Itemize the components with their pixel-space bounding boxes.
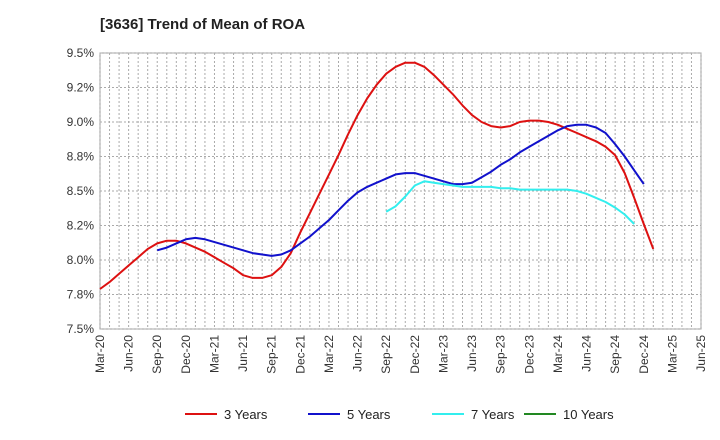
x-tick-label: Jun-25 (694, 335, 708, 372)
y-tick-label: 8.5% (67, 184, 95, 198)
x-tick-label: Dec-20 (179, 335, 193, 374)
legend-label: 5 Years (347, 407, 391, 422)
x-tick-label: Sep-24 (608, 335, 622, 374)
x-tick-label: Mar-25 (665, 335, 679, 373)
y-tick-label: 8.8% (67, 150, 95, 164)
y-tick-label: 7.8% (67, 288, 95, 302)
x-tick-label: Mar-24 (551, 335, 565, 373)
y-tick-label: 8.0% (67, 253, 95, 267)
x-tick-label: Dec-24 (637, 335, 651, 374)
x-tick-label: Dec-22 (408, 335, 422, 374)
x-tick-label: Dec-21 (293, 335, 307, 374)
legend-label: 7 Years (471, 407, 515, 422)
x-tick-label: Mar-21 (207, 335, 221, 373)
x-tick-label: Jun-24 (580, 335, 594, 372)
x-tick-label: Mar-20 (93, 335, 107, 373)
series-line-3-years (99, 61, 655, 290)
legend: 3 Years 5 Years 7 Years 10 Years (185, 407, 614, 422)
series-lines (99, 61, 655, 290)
x-tick-label: Jun-23 (465, 335, 479, 372)
y-tick-label: 7.5% (67, 322, 95, 336)
x-tick-label: Sep-22 (379, 335, 393, 374)
y-axis-ticks: 7.5% 7.8% 8.0% 8.2% 8.5% 8.8% 9.0% 9.2% 9.5% (67, 46, 95, 336)
x-tick-label: Sep-21 (265, 335, 279, 374)
series-line-5-years (156, 123, 645, 257)
y-tick-label: 9.5% (67, 46, 95, 60)
chart-title: [3636] Trend of Mean of ROA (100, 16, 305, 33)
legend-label: 10 Years (563, 407, 614, 422)
grid-lines (99, 52, 702, 330)
y-tick-label: 9.2% (67, 81, 95, 95)
x-tick-label: Jun-22 (351, 335, 365, 372)
series-line-7-years (385, 180, 635, 225)
x-axis-ticks: Mar-20 Jun-20 Sep-20 Dec-20 Mar-21 Jun-21 Sep-… (93, 335, 708, 374)
x-tick-label: Jun-20 (122, 335, 136, 372)
x-tick-label: Mar-23 (436, 335, 450, 373)
x-tick-label: Sep-20 (150, 335, 164, 374)
x-tick-label: Dec-23 (522, 335, 536, 374)
y-tick-label: 9.0% (67, 115, 95, 129)
y-tick-label: 8.2% (67, 219, 95, 233)
x-tick-label: Sep-23 (494, 335, 508, 374)
x-tick-label: Mar-22 (322, 335, 336, 373)
x-tick-label: Jun-21 (236, 335, 250, 372)
legend-label: 3 Years (224, 407, 268, 422)
